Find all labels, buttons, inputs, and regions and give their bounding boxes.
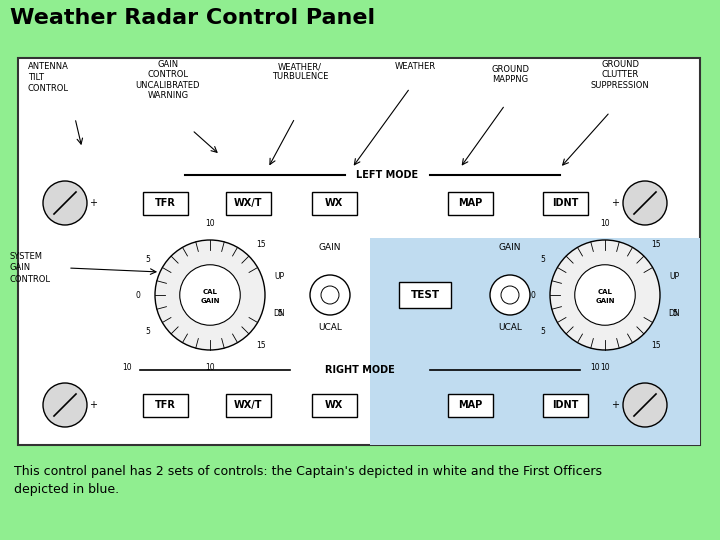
Text: TFR: TFR — [155, 400, 176, 410]
Bar — [542, 394, 588, 416]
Text: UCAL: UCAL — [498, 323, 522, 333]
Text: 5: 5 — [145, 327, 150, 335]
Circle shape — [501, 286, 519, 304]
Text: 5: 5 — [672, 309, 677, 318]
Bar — [399, 282, 451, 308]
Text: 5: 5 — [277, 309, 282, 318]
Bar — [312, 192, 356, 214]
Text: GAIN: GAIN — [200, 298, 220, 304]
Text: GROUND
CLUTTER
SUPPRESSION: GROUND CLUTTER SUPPRESSION — [590, 60, 649, 90]
Circle shape — [623, 181, 667, 225]
Circle shape — [43, 383, 87, 427]
Text: LEFT MODE: LEFT MODE — [356, 170, 418, 180]
Text: +: + — [89, 400, 97, 410]
Text: TEST: TEST — [410, 290, 440, 300]
Bar — [448, 394, 492, 416]
Bar — [18, 58, 700, 445]
Text: 15: 15 — [651, 240, 661, 248]
Text: 15: 15 — [256, 341, 266, 350]
Text: +: + — [89, 198, 97, 208]
Text: 10: 10 — [205, 219, 215, 227]
Text: 0: 0 — [531, 291, 536, 300]
Bar — [542, 192, 588, 214]
Text: 10: 10 — [590, 363, 600, 373]
Text: WEATHER/
TURBULENCE: WEATHER/ TURBULENCE — [272, 62, 328, 82]
Text: UP: UP — [670, 272, 680, 281]
Text: ANTENNA
TILT
CONTROL: ANTENNA TILT CONTROL — [28, 62, 69, 93]
Text: GAIN: GAIN — [319, 244, 341, 253]
Bar — [143, 394, 187, 416]
Text: CAL: CAL — [202, 289, 217, 295]
Text: WX: WX — [325, 198, 343, 208]
Text: MAP: MAP — [458, 400, 482, 410]
Text: +: + — [611, 400, 619, 410]
Bar — [225, 192, 271, 214]
Text: 10: 10 — [600, 219, 610, 227]
Text: +: + — [611, 198, 619, 208]
Bar — [370, 238, 700, 445]
Text: DN: DN — [669, 309, 680, 318]
Bar — [225, 394, 271, 416]
Circle shape — [43, 181, 87, 225]
Text: Weather Radar Control Panel: Weather Radar Control Panel — [10, 8, 375, 28]
Circle shape — [490, 275, 530, 315]
Text: WX: WX — [325, 400, 343, 410]
Text: IDNT: IDNT — [552, 198, 578, 208]
Text: SYSTEM
GAIN
CONTROL: SYSTEM GAIN CONTROL — [10, 252, 51, 284]
Text: GAIN: GAIN — [595, 298, 615, 304]
Text: UP: UP — [274, 272, 284, 281]
Text: 10: 10 — [205, 362, 215, 372]
Circle shape — [180, 265, 240, 325]
Text: DN: DN — [274, 309, 285, 318]
Bar — [143, 192, 187, 214]
Circle shape — [155, 240, 265, 350]
Circle shape — [623, 383, 667, 427]
Text: This control panel has 2 sets of controls: the Captain's depicted in white and t: This control panel has 2 sets of control… — [14, 465, 602, 496]
Text: 10: 10 — [122, 363, 132, 373]
Text: 0: 0 — [135, 291, 140, 300]
Text: GROUND
MAPPNG: GROUND MAPPNG — [491, 65, 529, 84]
Text: RIGHT MODE: RIGHT MODE — [325, 365, 395, 375]
Text: WEATHER: WEATHER — [395, 62, 436, 71]
Circle shape — [310, 275, 350, 315]
Circle shape — [550, 240, 660, 350]
Text: GAIN
CONTROL
UNCALIBRATED
WARNING: GAIN CONTROL UNCALIBRATED WARNING — [136, 60, 200, 100]
Text: MAP: MAP — [458, 198, 482, 208]
Circle shape — [575, 265, 635, 325]
Text: IDNT: IDNT — [552, 400, 578, 410]
Text: 15: 15 — [256, 240, 266, 248]
Bar — [312, 394, 356, 416]
Text: WX/T: WX/T — [234, 198, 262, 208]
Circle shape — [321, 286, 339, 304]
Text: 5: 5 — [540, 254, 545, 264]
Text: GAIN: GAIN — [499, 244, 521, 253]
Text: 5: 5 — [145, 254, 150, 264]
Text: 15: 15 — [651, 341, 661, 350]
Bar — [448, 192, 492, 214]
Text: TFR: TFR — [155, 198, 176, 208]
Text: CAL: CAL — [598, 289, 613, 295]
Text: 10: 10 — [600, 362, 610, 372]
Text: WX/T: WX/T — [234, 400, 262, 410]
Text: 5: 5 — [540, 327, 545, 335]
Text: UCAL: UCAL — [318, 323, 342, 333]
